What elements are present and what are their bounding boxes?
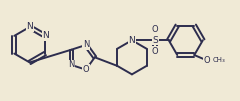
Text: O: O [152,47,158,56]
Text: O: O [83,65,89,74]
Text: O: O [152,25,158,34]
Text: N: N [42,31,49,40]
Text: S: S [152,36,158,45]
Text: CH₃: CH₃ [212,57,225,63]
Text: N: N [68,60,75,69]
Text: O: O [203,56,210,65]
Text: N: N [83,41,89,49]
Text: N: N [26,23,33,32]
Text: N: N [129,36,135,45]
